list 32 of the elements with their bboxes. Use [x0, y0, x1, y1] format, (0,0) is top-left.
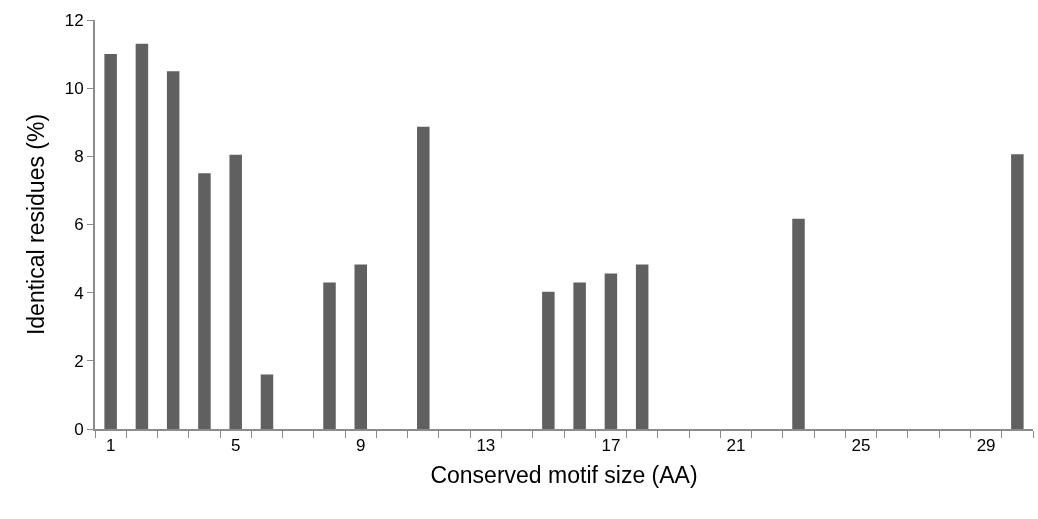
- y-tick-label: 4: [74, 283, 84, 303]
- x-tick-label: 5: [230, 436, 241, 456]
- y-tick-label: 0: [74, 419, 84, 439]
- x-tick-label: 21: [726, 436, 746, 456]
- bar: [573, 282, 586, 429]
- bar: [166, 71, 180, 429]
- bar: [635, 264, 649, 429]
- x-tick-label: 13: [476, 436, 496, 456]
- bar: [198, 173, 211, 429]
- x-axis-title: Conserved motif size (AA): [430, 461, 698, 488]
- bar: [1011, 154, 1024, 429]
- y-axis-title: Identical residues (%): [22, 113, 49, 336]
- bar: [604, 273, 618, 429]
- x-tick-label: 29: [976, 436, 996, 456]
- bar: [792, 218, 805, 429]
- y-tick-label: 12: [64, 10, 84, 30]
- bar: [323, 282, 336, 429]
- bar: [260, 374, 274, 429]
- bar: [542, 291, 555, 429]
- bar: [135, 43, 149, 429]
- bar: [104, 54, 117, 429]
- x-tick-label: 25: [851, 436, 871, 456]
- bar: [229, 154, 242, 429]
- y-tick-label: 10: [64, 79, 84, 99]
- bar: [417, 126, 430, 429]
- y-tick-label: 6: [74, 215, 84, 235]
- y-tick-label: 2: [74, 351, 84, 371]
- x-tick-label: 17: [601, 436, 621, 456]
- bar: [354, 264, 368, 429]
- x-tick-label: 1: [105, 436, 116, 456]
- y-tick-label: 8: [74, 147, 84, 167]
- x-tick-label: 9: [356, 436, 366, 456]
